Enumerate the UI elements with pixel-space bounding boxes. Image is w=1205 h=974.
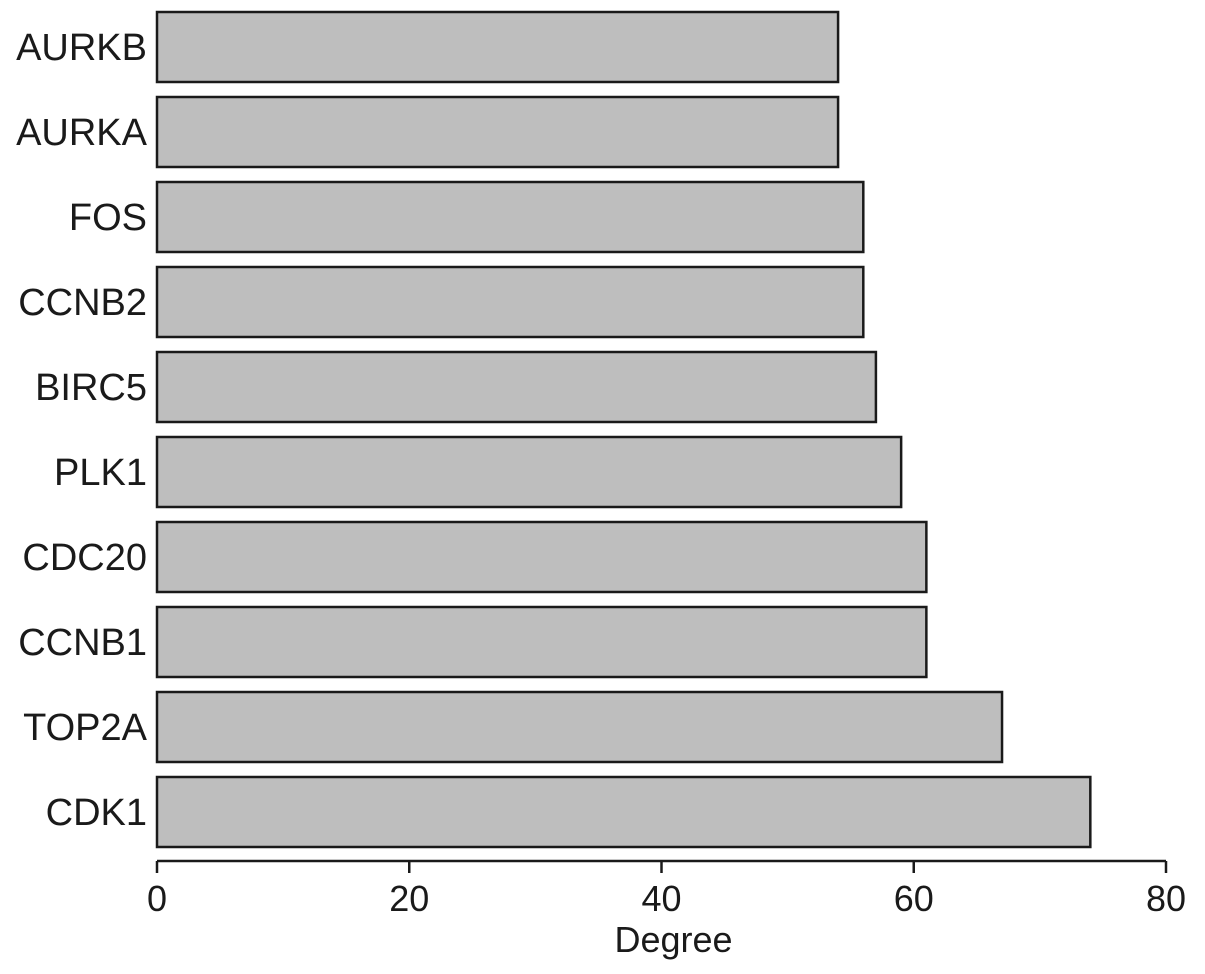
bar-birc5 [155,350,878,424]
x-tick-label-40: 40 [641,878,681,919]
bar-fos [155,180,865,254]
bar-cdc20 [155,520,928,594]
category-label-aurkb: AURKB [16,27,147,69]
bar-plk1 [155,435,903,509]
category-label-cdk1: CDK1 [46,792,147,834]
x-tick-label-20: 20 [389,878,429,919]
x-tick-label-80: 80 [1146,878,1186,919]
category-label-cdc20: CDC20 [22,537,147,579]
bar-ccnb2 [155,265,865,339]
bar-aurka [155,95,840,169]
bars-group [155,10,1092,849]
bar-aurkb [155,10,840,84]
category-label-birc5: BIRC5 [35,367,147,409]
category-label-ccnb1: CCNB1 [18,622,147,664]
category-label-plk1: PLK1 [54,452,147,494]
x-tick-label-0: 0 [147,878,167,919]
bar-ccnb1 [155,605,928,679]
category-labels: AURKB AURKA FOS CCNB2 BIRC5 PLK1 CDC20 CCNB1 TOP… [16,27,148,834]
bar-cdk1 [155,775,1092,849]
category-label-top2a: TOP2A [23,707,148,749]
category-label-ccnb2: CCNB2 [18,282,147,324]
x-ticks: 0 20 40 60 80 [147,861,1186,919]
x-axis: 0 20 40 60 80 [147,859,1186,919]
x-tick-label-60: 60 [894,878,934,919]
category-label-aurka: AURKA [16,112,148,154]
bar-top2a [155,690,1004,764]
category-label-fos: FOS [69,197,147,239]
x-axis-title: Degree [614,919,732,960]
